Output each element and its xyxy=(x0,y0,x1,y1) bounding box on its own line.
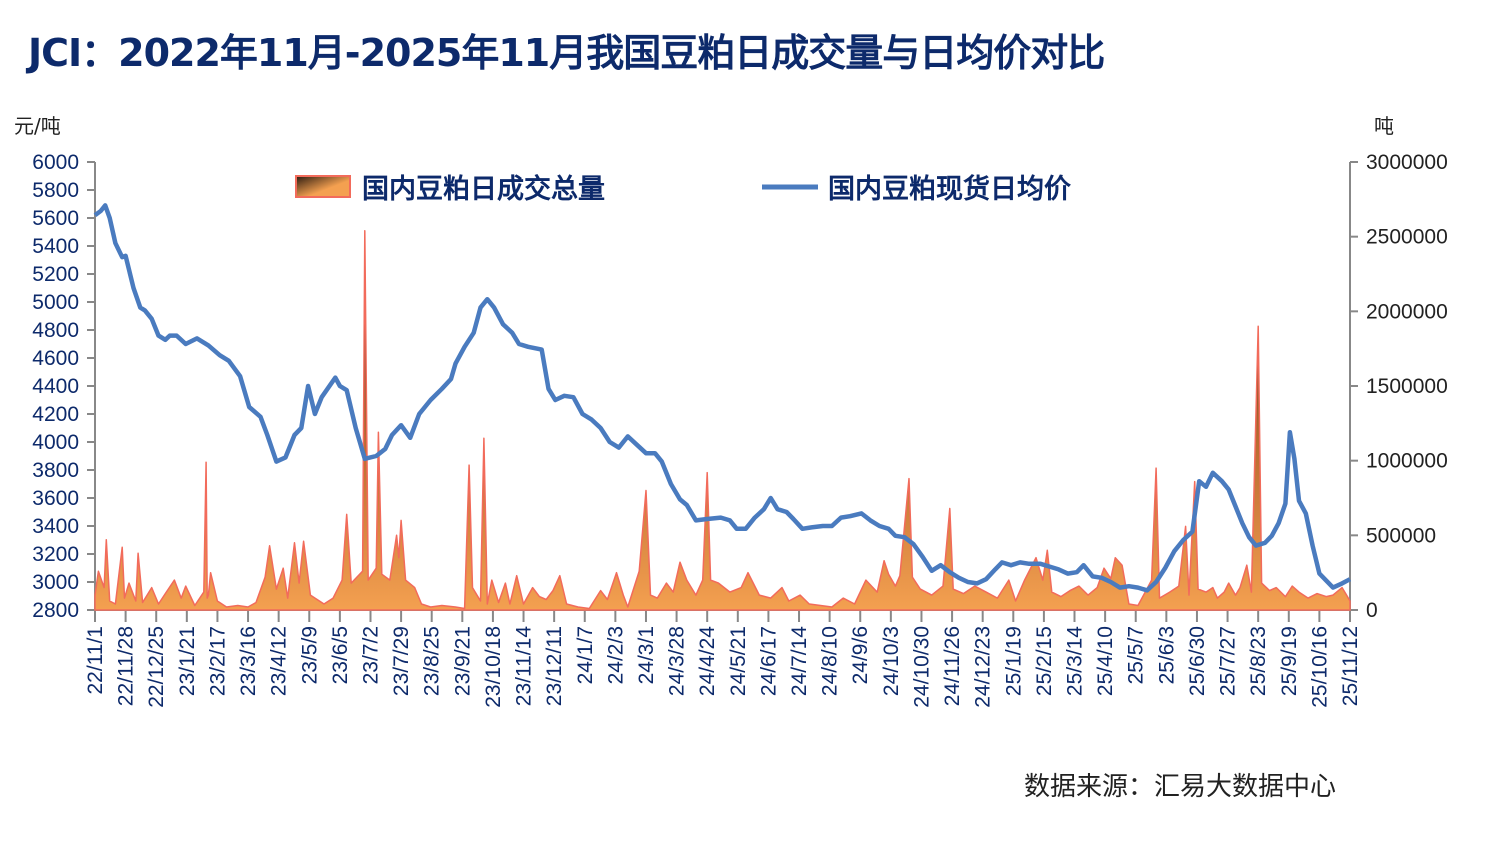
left-tick-label: 3200 xyxy=(32,543,79,566)
right-tick-label: 2500000 xyxy=(1366,226,1448,249)
x-tick-label: 24/11/26 xyxy=(941,626,964,706)
x-tick-label: 25/11/12 xyxy=(1339,626,1362,706)
x-tick-label: 24/10/30 xyxy=(910,626,933,708)
legend-swatch-volume xyxy=(295,175,351,198)
x-tick-label: 23/2/17 xyxy=(206,626,229,696)
x-tick-label: 24/8/10 xyxy=(819,626,842,696)
left-tick-label: 4600 xyxy=(32,347,79,370)
right-tick-label: 1500000 xyxy=(1366,375,1448,398)
right-axis-label: 吨 xyxy=(1374,114,1394,138)
x-tick-label: 22/11/1 xyxy=(84,626,107,695)
x-tick-label: 24/7/14 xyxy=(788,626,811,696)
x-tick-label: 23/7/29 xyxy=(390,626,413,696)
x-tick-label: 24/4/24 xyxy=(696,626,719,696)
left-tick-label: 4200 xyxy=(32,403,79,426)
volume-area-series xyxy=(94,229,1351,611)
x-tick-label: 25/1/19 xyxy=(1002,626,1025,696)
right-tick-label: 1000000 xyxy=(1366,450,1448,473)
x-tick-label: 24/12/23 xyxy=(972,626,995,708)
x-tick-label: 25/6/30 xyxy=(1186,626,1209,696)
x-tick-label: 23/8/25 xyxy=(421,626,444,696)
x-tick-label: 24/5/21 xyxy=(727,626,750,696)
chart-title: JCI：2022年11月-2025年11月我国豆粕日成交量与日均价对比 xyxy=(28,31,1105,75)
left-tick-label: 3800 xyxy=(32,459,79,482)
price-line-series xyxy=(93,203,1352,593)
x-tick-label: 24/3/28 xyxy=(666,626,689,696)
right-tick-label: 500000 xyxy=(1366,524,1436,547)
legend-label-price: 国内豆粕现货日均价 xyxy=(828,173,1072,205)
x-tick-label: 25/7/27 xyxy=(1217,626,1240,696)
x-tick-label: 23/3/16 xyxy=(237,626,260,696)
x-tick-label: 23/5/9 xyxy=(298,626,321,684)
x-tick-label: 25/2/15 xyxy=(1033,626,1056,696)
right-tick-label: 3000000 xyxy=(1366,151,1448,174)
left-tick-label: 3000 xyxy=(32,571,79,594)
x-tick-label: 25/10/16 xyxy=(1308,626,1331,708)
x-tick-label: 23/10/18 xyxy=(482,626,505,708)
axes: 2800 3000 3200 3400 3600 3800 4000 4200 4400 4600… xyxy=(32,151,1447,708)
left-tick-label: 5600 xyxy=(32,207,79,230)
x-tick-label: 24/9/6 xyxy=(849,626,872,684)
x-tick-label: 25/4/10 xyxy=(1094,626,1117,696)
left-tick-label: 5000 xyxy=(32,291,79,314)
x-tick-label: 23/4/12 xyxy=(268,626,291,696)
left-axis-label: 元/吨 xyxy=(14,114,61,138)
x-tick-label: 23/6/5 xyxy=(329,626,352,684)
x-tick-label: 22/12/25 xyxy=(145,626,168,708)
x-tick-label: 24/1/7 xyxy=(574,626,597,684)
left-tick-label: 4400 xyxy=(32,375,79,398)
left-tick-label: 5200 xyxy=(32,263,79,286)
x-tick-label: 24/6/17 xyxy=(757,626,780,696)
right-tick-label: 2000000 xyxy=(1366,300,1448,323)
data-source: 数据来源：汇易大数据中心 xyxy=(1024,772,1337,802)
x-tick-label: 23/9/21 xyxy=(451,626,474,696)
x-tick-label: 23/12/11 xyxy=(543,626,566,706)
x-tick-label: 25/8/23 xyxy=(1247,626,1270,696)
volume-area xyxy=(94,229,1351,611)
x-tick-label: 22/11/28 xyxy=(115,626,138,706)
x-tick-label: 25/9/19 xyxy=(1278,626,1301,696)
price-line xyxy=(93,203,1352,593)
x-tick-label: 25/3/14 xyxy=(1064,626,1087,696)
right-tick-label: 0 xyxy=(1366,599,1378,622)
legend-label-volume: 国内豆粕日成交总量 xyxy=(362,173,605,205)
left-tick-label: 6000 xyxy=(32,151,79,174)
x-tick-label: 25/6/3 xyxy=(1155,626,1178,684)
left-tick-label: 3400 xyxy=(32,515,79,538)
x-tick-label: 23/1/21 xyxy=(176,626,199,696)
left-tick-label: 4800 xyxy=(32,319,79,342)
x-tick-label: 24/3/1 xyxy=(635,626,658,684)
left-tick-label: 2800 xyxy=(32,599,79,622)
x-tick-label: 25/5/7 xyxy=(1125,626,1148,684)
legend: 国内豆粕日成交总量 国内豆粕现货日均价 xyxy=(295,173,1072,205)
left-tick-label: 4000 xyxy=(32,431,79,454)
left-tick-label: 5800 xyxy=(32,179,79,202)
x-tick-label: 23/7/2 xyxy=(359,626,382,684)
left-tick-label: 3600 xyxy=(32,487,79,510)
x-tick-label: 24/10/3 xyxy=(880,626,903,696)
x-tick-label: 23/11/14 xyxy=(513,626,536,707)
left-tick-label: 5400 xyxy=(32,235,79,258)
x-tick-label: 24/2/3 xyxy=(604,626,627,684)
